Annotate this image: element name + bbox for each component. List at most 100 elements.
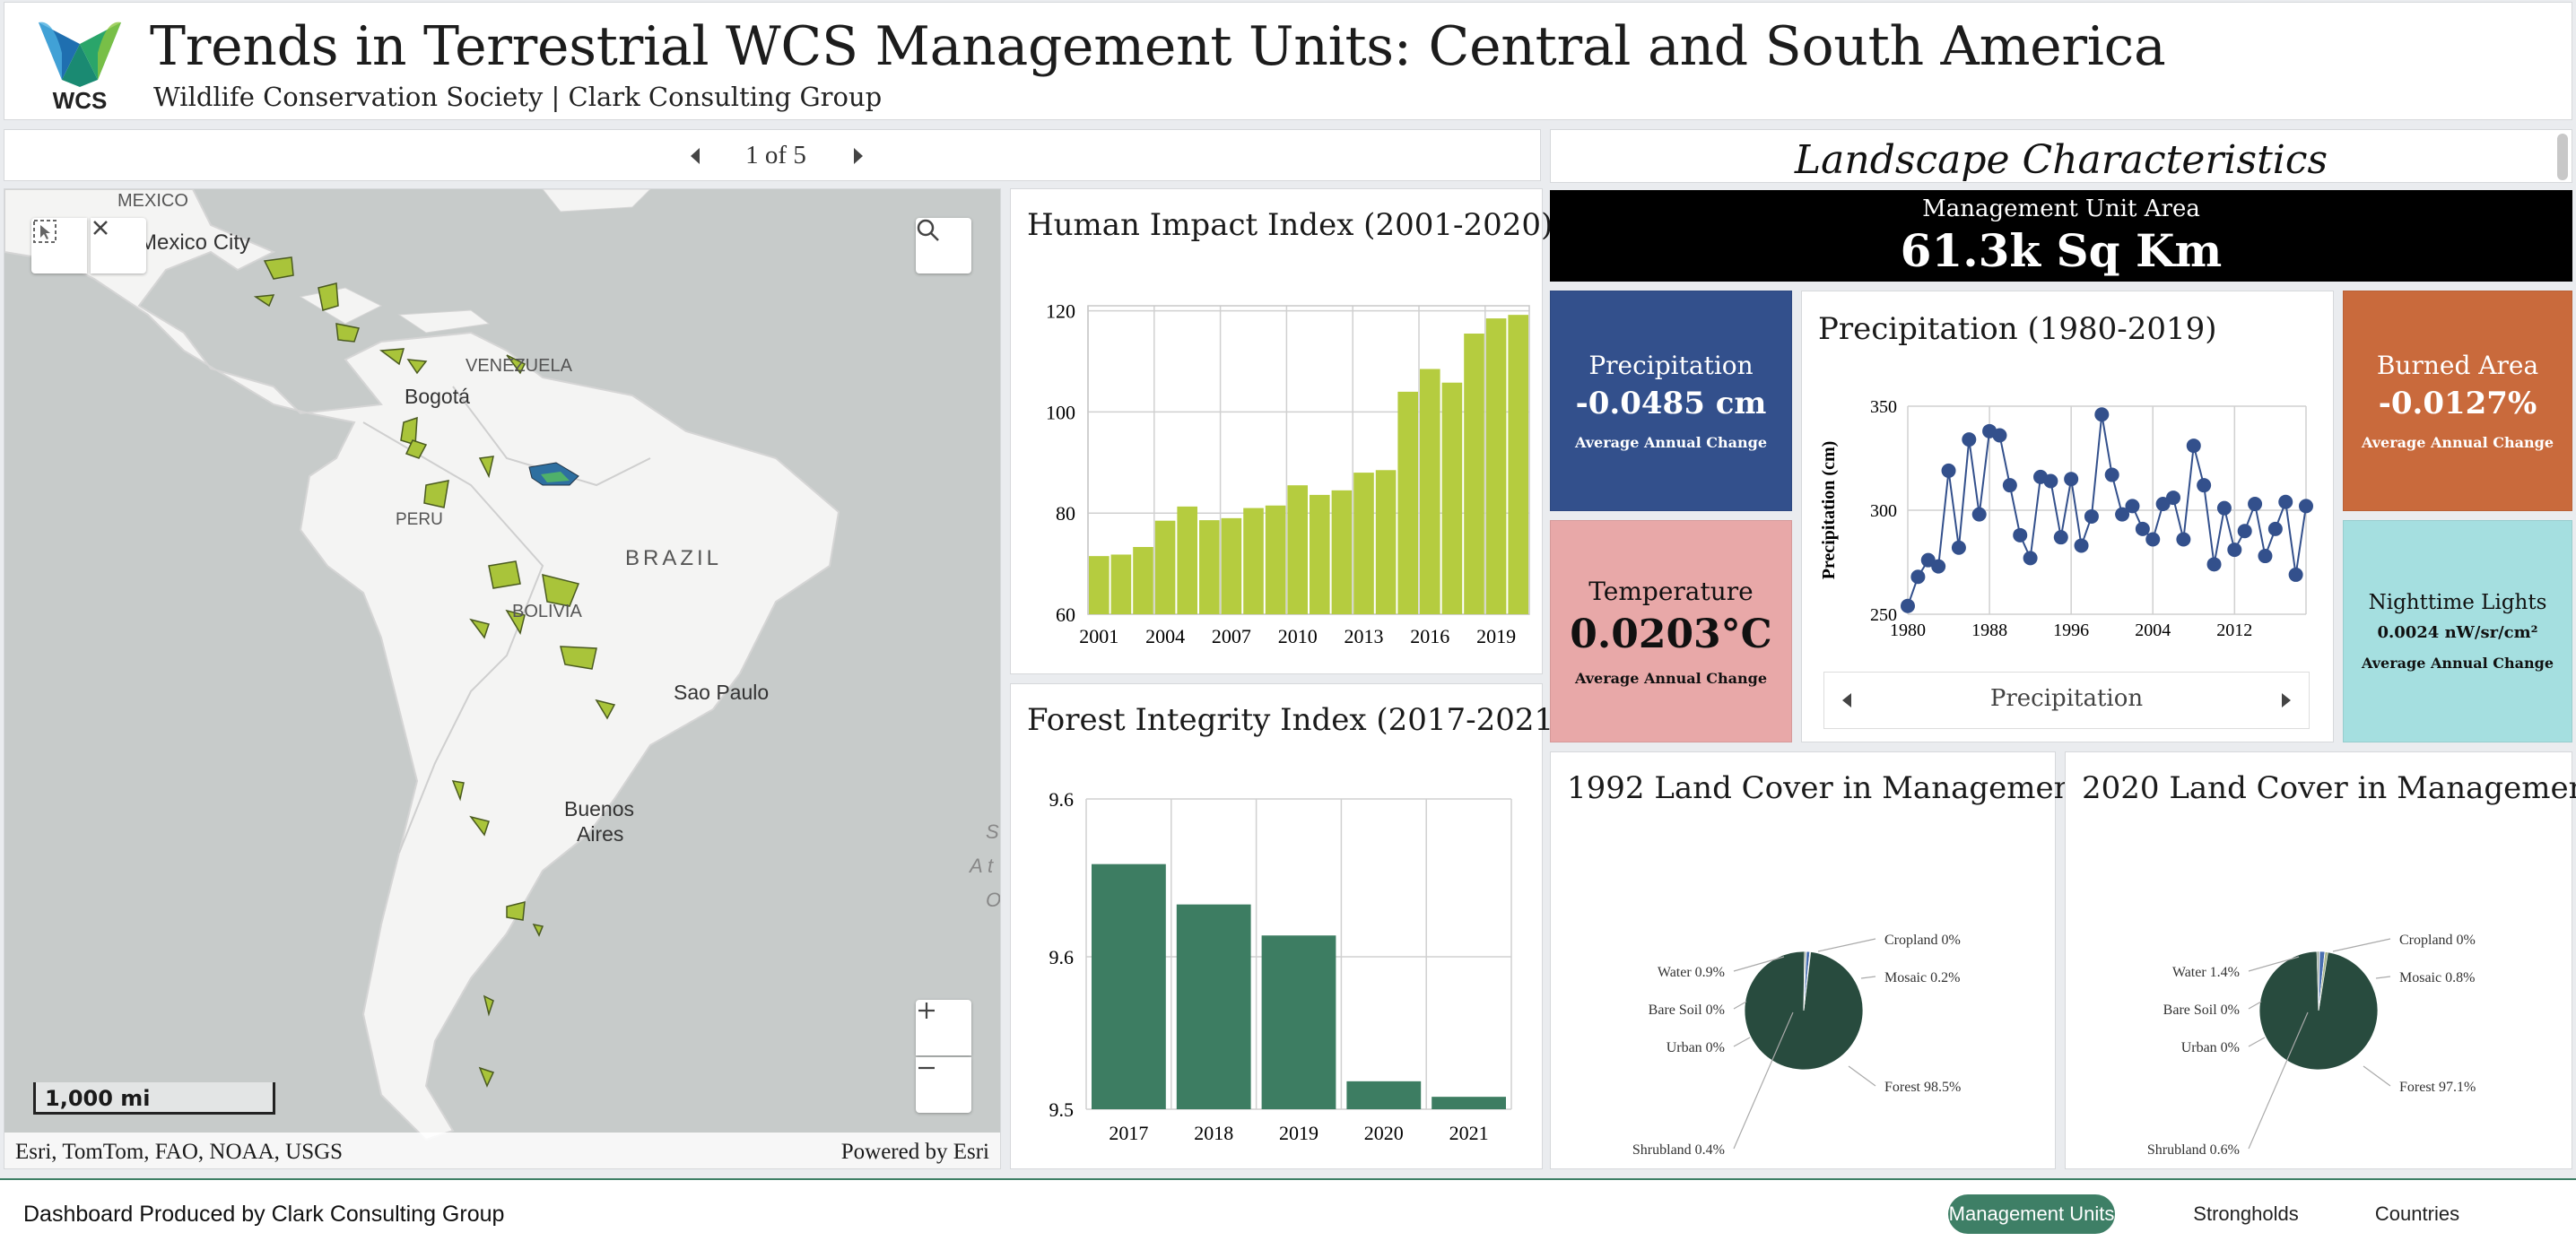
pie-leader-line — [2248, 1011, 2309, 1150]
minus-icon — [918, 1066, 935, 1070]
precip-point-1981 — [1910, 569, 1926, 585]
powered-by-esri[interactable]: Powered by Esri — [840, 1140, 989, 1164]
temp-card-sub: Average Annual Change — [1574, 669, 1768, 687]
precip-point-1990 — [2002, 478, 2017, 493]
pie-leader-line — [1733, 956, 1785, 972]
precip-point-2006 — [2166, 490, 2180, 506]
pie-label: Mosaic 0.2% — [1884, 970, 1960, 985]
precip-card-value: -0.0485 cm — [1575, 386, 1767, 421]
map[interactable]: MEXICO Mexico City VENEZUELA Bogotá PERU… — [4, 188, 1001, 1169]
pie-label: Forest 97.1% — [2399, 1080, 2476, 1095]
previous-page-button[interactable] — [677, 130, 713, 182]
precip-chart: 250 300 350 1980 1988 1996 2004 2012 Precipitati… — [1819, 397, 2313, 640]
pie-leader-line — [2363, 1065, 2391, 1087]
hii-ytick: 80 — [1056, 502, 1075, 525]
precip-xtick: 1996 — [2053, 621, 2089, 640]
fii-xtick: 2020 — [1364, 1122, 1404, 1144]
hii-bar-2017 — [1441, 382, 1463, 614]
nav-management-units[interactable]: Management Units — [1948, 1194, 2115, 1234]
zoom-in-button[interactable] — [916, 1000, 971, 1055]
next-page-button[interactable] — [840, 130, 876, 182]
lc1992-title: 1992 Land Cover in Managemen... — [1567, 770, 2102, 806]
pie-label: Mosaic 0.8% — [2399, 970, 2475, 985]
lights-card-value: 0.0024 nW/sr/cm² — [2377, 623, 2538, 642]
fii-title: Forest Integrity Index (2017-2021) — [1027, 702, 1566, 738]
pie-label: Shrubland 0.4% — [1632, 1142, 1725, 1158]
page-subtitle: Wildlife Conservation Society | Clark Co… — [153, 82, 883, 112]
precip-ytick: 300 — [1870, 501, 1897, 521]
precip-point-2013 — [2237, 524, 2252, 539]
precip-point-2014 — [2248, 497, 2263, 512]
attribution-text[interactable]: Esri, TomTom, FAO, NOAA, USGS — [15, 1140, 344, 1164]
fii-ytick: 9.6 — [1049, 946, 1075, 968]
pie-label: Forest 98.5% — [1884, 1080, 1961, 1095]
precip-point-2018 — [2288, 567, 2303, 582]
area-value: 61.3k Sq Km — [1900, 224, 2223, 277]
precip-point-1995 — [2053, 530, 2068, 545]
precip-chart-title: Precipitation (1980-2019) — [1818, 311, 2217, 347]
burned-card-value: -0.0127% — [2378, 386, 2537, 421]
map-label-bogota: Bogotá — [405, 385, 470, 408]
precip-point-1985 — [1951, 540, 1966, 555]
precip-point-1989 — [1992, 428, 2007, 443]
precip-point-1994 — [2043, 473, 2058, 489]
pie-label: Urban 0% — [1667, 1040, 1725, 1055]
zoom-out-button[interactable] — [916, 1057, 971, 1113]
fii-bar-2017 — [1092, 864, 1166, 1109]
pie-leader-line — [1733, 1037, 1751, 1047]
management-units — [253, 256, 616, 1088]
lc2020-pie: Cropland 0% Mosaic 0.8% Forest 97.1% Water … — [2147, 933, 2476, 1158]
fii-xtick: 2019 — [1279, 1122, 1318, 1144]
precip-card-title: Precipitation — [1588, 351, 1754, 380]
hii-bar-2010 — [1287, 485, 1308, 614]
pie-label: Shrubland 0.6% — [2147, 1142, 2240, 1158]
scrollbar[interactable] — [2557, 134, 2568, 180]
precip-ytick: 250 — [1870, 605, 1897, 625]
footer-text: Dashboard Produced by Clark Consulting G… — [23, 1202, 505, 1227]
hii-ytick: 120 — [1046, 300, 1075, 323]
land-cover-1992-panel: 1992 Land Cover in Managemen... Cropland… — [1550, 751, 2102, 1169]
pie-label: Cropland 0% — [1884, 933, 1961, 948]
pie-leader-line — [2375, 976, 2391, 979]
precipitation-chart-panel: Precipitation (1980-2019) 250 300 350 1980 1… — [1801, 291, 2334, 742]
hii-xtick: 2013 — [1345, 625, 1384, 647]
scale-bar: 1,000 mi — [33, 1082, 275, 1115]
pie-slice-mosaic — [2318, 951, 2328, 1011]
close-icon — [93, 221, 108, 235]
search-button[interactable] — [916, 218, 971, 273]
hii-bar-2009 — [1265, 505, 1286, 614]
pie-label: Urban 0% — [2181, 1040, 2240, 1055]
nighttime-lights-card: Nighttime Lights 0.0024 nW/sr/cm² Averag… — [2343, 520, 2572, 742]
map-canvas — [4, 189, 840, 1141]
map-label-mexico: MEXICO — [117, 191, 188, 211]
burned-card-sub: Average Annual Change — [2361, 434, 2554, 451]
temperature-card: Temperature 0.0203°C Average Annual Chan… — [1550, 520, 1792, 742]
lights-card-sub: Average Annual Change — [2361, 655, 2554, 672]
hii-xtick: 2016 — [1410, 625, 1449, 647]
precip-point-2011 — [2216, 500, 2232, 516]
precip-chart-next[interactable] — [2271, 685, 2302, 716]
precip-ylabel: Precipitation (cm) — [1819, 441, 1839, 580]
pie-label: Water 0.9% — [1658, 965, 1725, 980]
hii-bar-2016 — [1420, 369, 1440, 614]
hii-title: Human Impact Index (2001-2020) — [1027, 207, 1553, 243]
pie-label: Bare Soil 0% — [2163, 1003, 2240, 1018]
select-tool-button[interactable] — [31, 218, 87, 273]
select-rectangle-icon — [33, 220, 57, 243]
caret-right-icon — [2282, 693, 2291, 707]
clear-selection-button[interactable] — [91, 218, 146, 273]
pie-leader-line — [2248, 956, 2300, 972]
fii-bar-2020 — [1346, 1081, 1422, 1109]
nav-countries[interactable]: Countries — [2374, 1202, 2460, 1225]
hii-bar-2020 — [1508, 315, 1528, 614]
precip-xtick: 1988 — [1971, 621, 2007, 640]
precip-point-1991 — [2013, 527, 2028, 543]
precip-point-2007 — [2176, 532, 2191, 547]
map-label-ocean-1: S — [986, 820, 999, 843]
precip-point-1980 — [1901, 598, 1915, 613]
precip-chart-prev[interactable] — [1832, 685, 1862, 716]
hii-chart: 60 80 100 120 2001 2004 2007 2010 2013 2016 2019 — [1046, 300, 1530, 647]
logo-text: WCS — [53, 87, 108, 112]
fii-ytick: 9.6 — [1049, 788, 1075, 811]
nav-strongholds[interactable]: Strongholds — [2193, 1202, 2299, 1225]
